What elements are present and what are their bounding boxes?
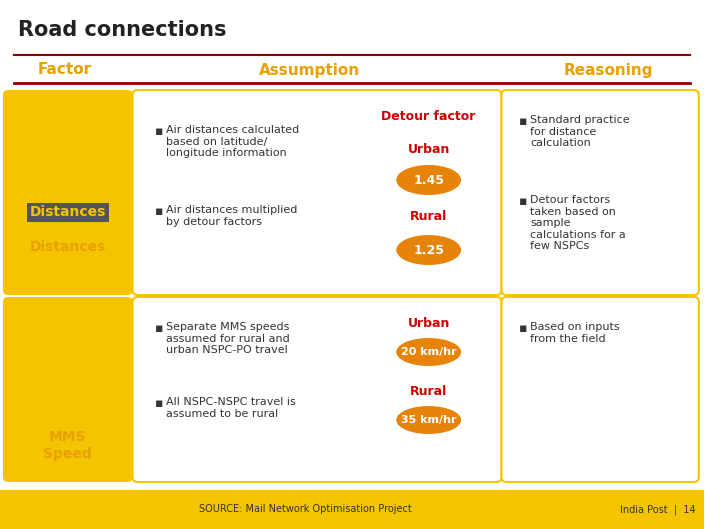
- Text: ▪: ▪: [155, 205, 163, 218]
- Bar: [0, 490, 704, 529]
- Text: Based on inputs
from the field: Based on inputs from the field: [530, 322, 620, 344]
- Text: ▪: ▪: [155, 397, 163, 410]
- FancyBboxPatch shape: [501, 297, 699, 482]
- Text: 1.25: 1.25: [413, 243, 444, 257]
- Text: Urban: Urban: [407, 317, 450, 330]
- Text: Rural: Rural: [410, 210, 448, 223]
- Text: Detour factor: Detour factor: [381, 110, 476, 123]
- Text: 20 km/hr: 20 km/hr: [401, 347, 457, 357]
- Text: Reasoning: Reasoning: [563, 62, 653, 78]
- Ellipse shape: [396, 338, 461, 366]
- FancyBboxPatch shape: [133, 297, 501, 482]
- Text: Urban: Urban: [407, 143, 450, 156]
- Text: Factor: Factor: [37, 62, 92, 78]
- Text: India Post  |  14: India Post | 14: [620, 504, 696, 515]
- Text: ▪: ▪: [518, 115, 527, 128]
- FancyBboxPatch shape: [3, 297, 133, 482]
- Text: Separate MMS speeds
assumed for rural and
urban NSPC-PO travel: Separate MMS speeds assumed for rural an…: [167, 322, 290, 355]
- FancyBboxPatch shape: [133, 90, 501, 295]
- Text: All NSPC-NSPC travel is
assumed to be rural: All NSPC-NSPC travel is assumed to be ru…: [167, 397, 297, 418]
- Text: Distances: Distances: [30, 205, 106, 220]
- Text: 1.45: 1.45: [413, 174, 444, 187]
- Ellipse shape: [396, 165, 461, 195]
- Text: MMS
Speed: MMS Speed: [43, 431, 92, 461]
- Text: Distances: Distances: [30, 240, 106, 254]
- Text: Air distances multiplied
by detour factors: Air distances multiplied by detour facto…: [167, 205, 298, 226]
- Text: Air distances calculated
based on latitude/
longitude information: Air distances calculated based on latitu…: [167, 125, 300, 158]
- Text: ▪: ▪: [518, 195, 527, 208]
- FancyBboxPatch shape: [501, 90, 699, 295]
- Text: Assumption: Assumption: [258, 62, 359, 78]
- Ellipse shape: [396, 235, 461, 265]
- Text: ▪: ▪: [155, 322, 163, 335]
- Text: SOURCE: Mail Network Optimisation Project: SOURCE: Mail Network Optimisation Projec…: [199, 505, 412, 515]
- Text: Standard practice
for distance
calculation: Standard practice for distance calculati…: [530, 115, 630, 148]
- Ellipse shape: [396, 406, 461, 434]
- Text: Rural: Rural: [410, 385, 448, 398]
- Text: Road connections: Road connections: [18, 20, 227, 40]
- Text: ▪: ▪: [155, 125, 163, 138]
- Text: 35 km/hr: 35 km/hr: [401, 415, 457, 425]
- FancyBboxPatch shape: [3, 90, 133, 295]
- Text: ▪: ▪: [518, 322, 527, 335]
- Text: Detour factors
taken based on
sample
calculations for a
few NSPCs: Detour factors taken based on sample cal…: [530, 195, 626, 251]
